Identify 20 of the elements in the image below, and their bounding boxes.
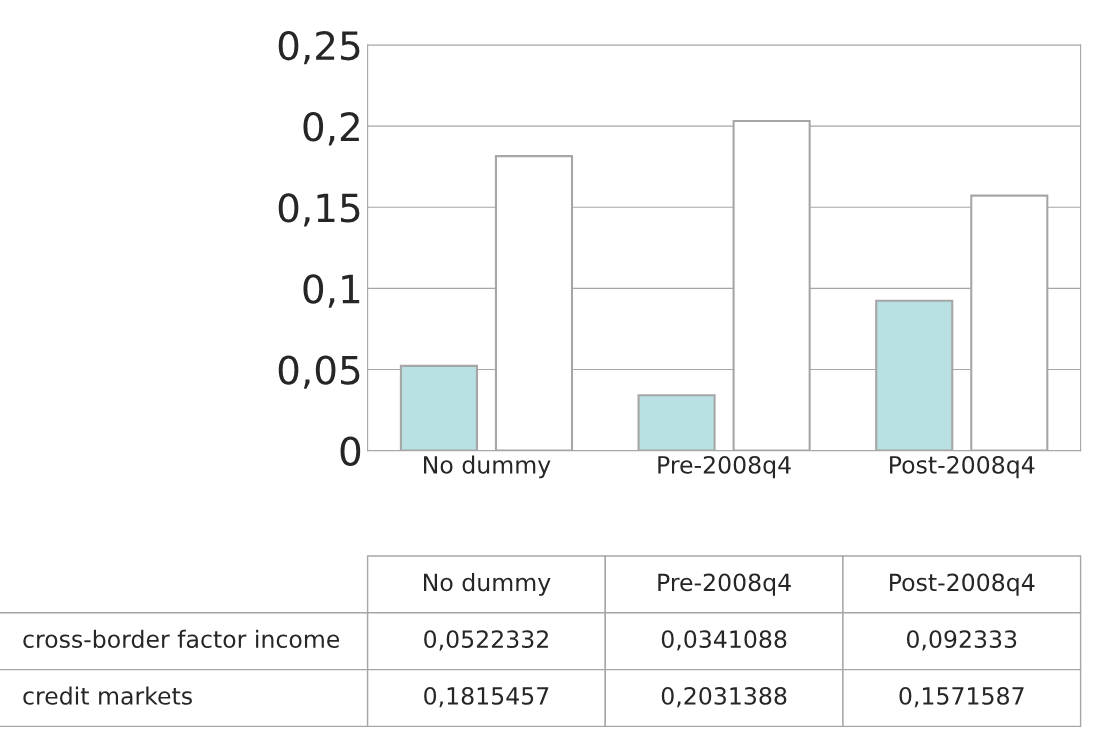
- data-label: 0,2031388: [661, 686, 787, 708]
- text: credit markets: [23, 686, 192, 705]
- x-tick-label: Post-2008q4: [890, 455, 1035, 479]
- x-tick-label: No dummy: [423, 455, 551, 479]
- data-label: 0,1815457: [424, 686, 549, 708]
- data-label: 0,1571587: [899, 686, 1024, 708]
- y-tick-label: 0,15: [278, 193, 360, 227]
- y-tick-label: 0,2: [303, 112, 359, 146]
- category-label: Pre-2008q4: [658, 573, 791, 596]
- text: cross-border factor income: [23, 629, 340, 649]
- y-tick-label: 0,1: [303, 274, 360, 308]
- data-label: 0,0341088: [661, 630, 787, 651]
- y-tick-label: 0: [340, 436, 361, 466]
- category-label: Post-2008q4: [890, 573, 1035, 596]
- y-tick-label: 0,05: [278, 355, 360, 389]
- data-label: 0,092333: [906, 630, 1017, 651]
- x-tick-label: Pre-2008q4: [658, 455, 791, 479]
- data-label: 0,0522332: [424, 630, 548, 651]
- category-label: No dummy: [423, 573, 551, 596]
- y-tick-label: 0,25: [278, 30, 360, 65]
